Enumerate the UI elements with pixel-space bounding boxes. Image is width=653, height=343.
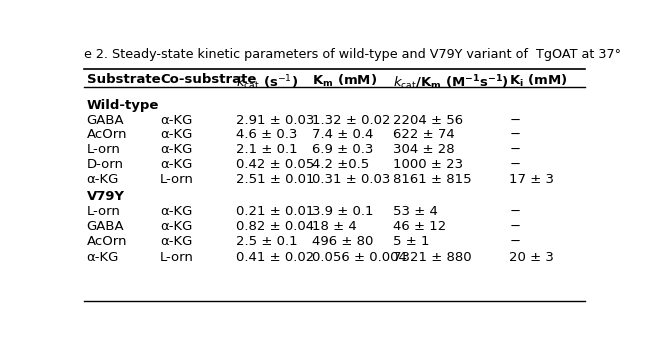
Text: D-orn: D-orn [87,158,123,171]
Text: e 2. Steady-state kinetic parameters of wild-type and V79Y variant of  TgOAT at : e 2. Steady-state kinetic parameters of … [84,48,621,61]
Text: 496 ± 80: 496 ± 80 [312,235,374,248]
Text: α-KG: α-KG [160,235,193,248]
Text: α-KG: α-KG [160,128,193,141]
Text: 2204 ± 56: 2204 ± 56 [393,114,463,127]
Text: Co-substrate: Co-substrate [160,73,257,86]
Text: 0.42 ± 0.05: 0.42 ± 0.05 [236,158,314,171]
Text: −: − [509,128,520,141]
Text: 2.5 ± 0.1: 2.5 ± 0.1 [236,235,298,248]
Text: α-KG: α-KG [87,251,119,264]
Text: −: − [509,235,520,248]
Text: α-KG: α-KG [160,158,193,171]
Text: $\mathbf{K_i}$ $\mathbf{(mM)}$: $\mathbf{K_i}$ $\mathbf{(mM)}$ [509,73,568,89]
Text: Substrate: Substrate [87,73,160,86]
Text: $\mathbf{K_m}$ $\mathbf{(mM)}$: $\mathbf{K_m}$ $\mathbf{(mM)}$ [312,73,377,89]
Text: 6.9 ± 0.3: 6.9 ± 0.3 [312,143,374,156]
Text: 1.32 ± 0.02: 1.32 ± 0.02 [312,114,390,127]
Text: −: − [509,114,520,127]
Text: −: − [509,143,520,156]
Text: 17 ± 3: 17 ± 3 [509,173,554,186]
Text: −: − [509,220,520,233]
Text: L-orn: L-orn [87,205,121,218]
Text: 18 ± 4: 18 ± 4 [312,220,357,233]
Text: α-KG: α-KG [87,173,119,186]
Text: 304 ± 28: 304 ± 28 [393,143,454,156]
Text: 0.31 ± 0.03: 0.31 ± 0.03 [312,173,390,186]
Text: 2.1 ± 0.1: 2.1 ± 0.1 [236,143,298,156]
Text: 0.41 ± 0.02: 0.41 ± 0.02 [236,251,314,264]
Text: 3.9 ± 0.1: 3.9 ± 0.1 [312,205,374,218]
Text: 4.2 ±0.5: 4.2 ±0.5 [312,158,369,171]
Text: $k_{\mathrm{cat}}$ (s$^{-1}$): $k_{\mathrm{cat}}$ (s$^{-1}$) [236,73,298,92]
Text: V79Y: V79Y [87,190,125,203]
Text: α-KG: α-KG [160,114,193,127]
Text: AcOrn: AcOrn [87,235,127,248]
Text: L-orn: L-orn [87,143,121,156]
Text: 0.056 ± 0.004: 0.056 ± 0.004 [312,251,407,264]
Text: −: − [509,205,520,218]
Text: 5 ± 1: 5 ± 1 [393,235,430,248]
Text: 20 ± 3: 20 ± 3 [509,251,554,264]
Text: 8161 ± 815: 8161 ± 815 [393,173,471,186]
Text: 53 ± 4: 53 ± 4 [393,205,438,218]
Text: 0.82 ± 0.04: 0.82 ± 0.04 [236,220,314,233]
Text: AcOrn: AcOrn [87,128,127,141]
Text: α-KG: α-KG [160,205,193,218]
Text: L-orn: L-orn [160,251,194,264]
Text: 7.4 ± 0.4: 7.4 ± 0.4 [312,128,374,141]
Text: α-KG: α-KG [160,143,193,156]
Text: 622 ± 74: 622 ± 74 [393,128,454,141]
Text: α-KG: α-KG [160,220,193,233]
Text: 0.21 ± 0.01: 0.21 ± 0.01 [236,205,314,218]
Text: GABA: GABA [87,220,124,233]
Text: 46 ± 12: 46 ± 12 [393,220,446,233]
Text: −: − [509,158,520,171]
Text: 2.51 ± 0.01: 2.51 ± 0.01 [236,173,315,186]
Text: Wild-type: Wild-type [87,99,159,112]
Text: 7321 ± 880: 7321 ± 880 [393,251,471,264]
Text: L-orn: L-orn [160,173,194,186]
Text: 2.91 ± 0.03: 2.91 ± 0.03 [236,114,314,127]
Text: $k_{\mathrm{cat}}$/$\mathbf{K_m}$ $\mathbf{(M^{-1}s^{-1})}$: $k_{\mathrm{cat}}$/$\mathbf{K_m}$ $\math… [393,73,509,92]
Text: 4.6 ± 0.3: 4.6 ± 0.3 [236,128,297,141]
Text: GABA: GABA [87,114,124,127]
Text: 1000 ± 23: 1000 ± 23 [393,158,463,171]
